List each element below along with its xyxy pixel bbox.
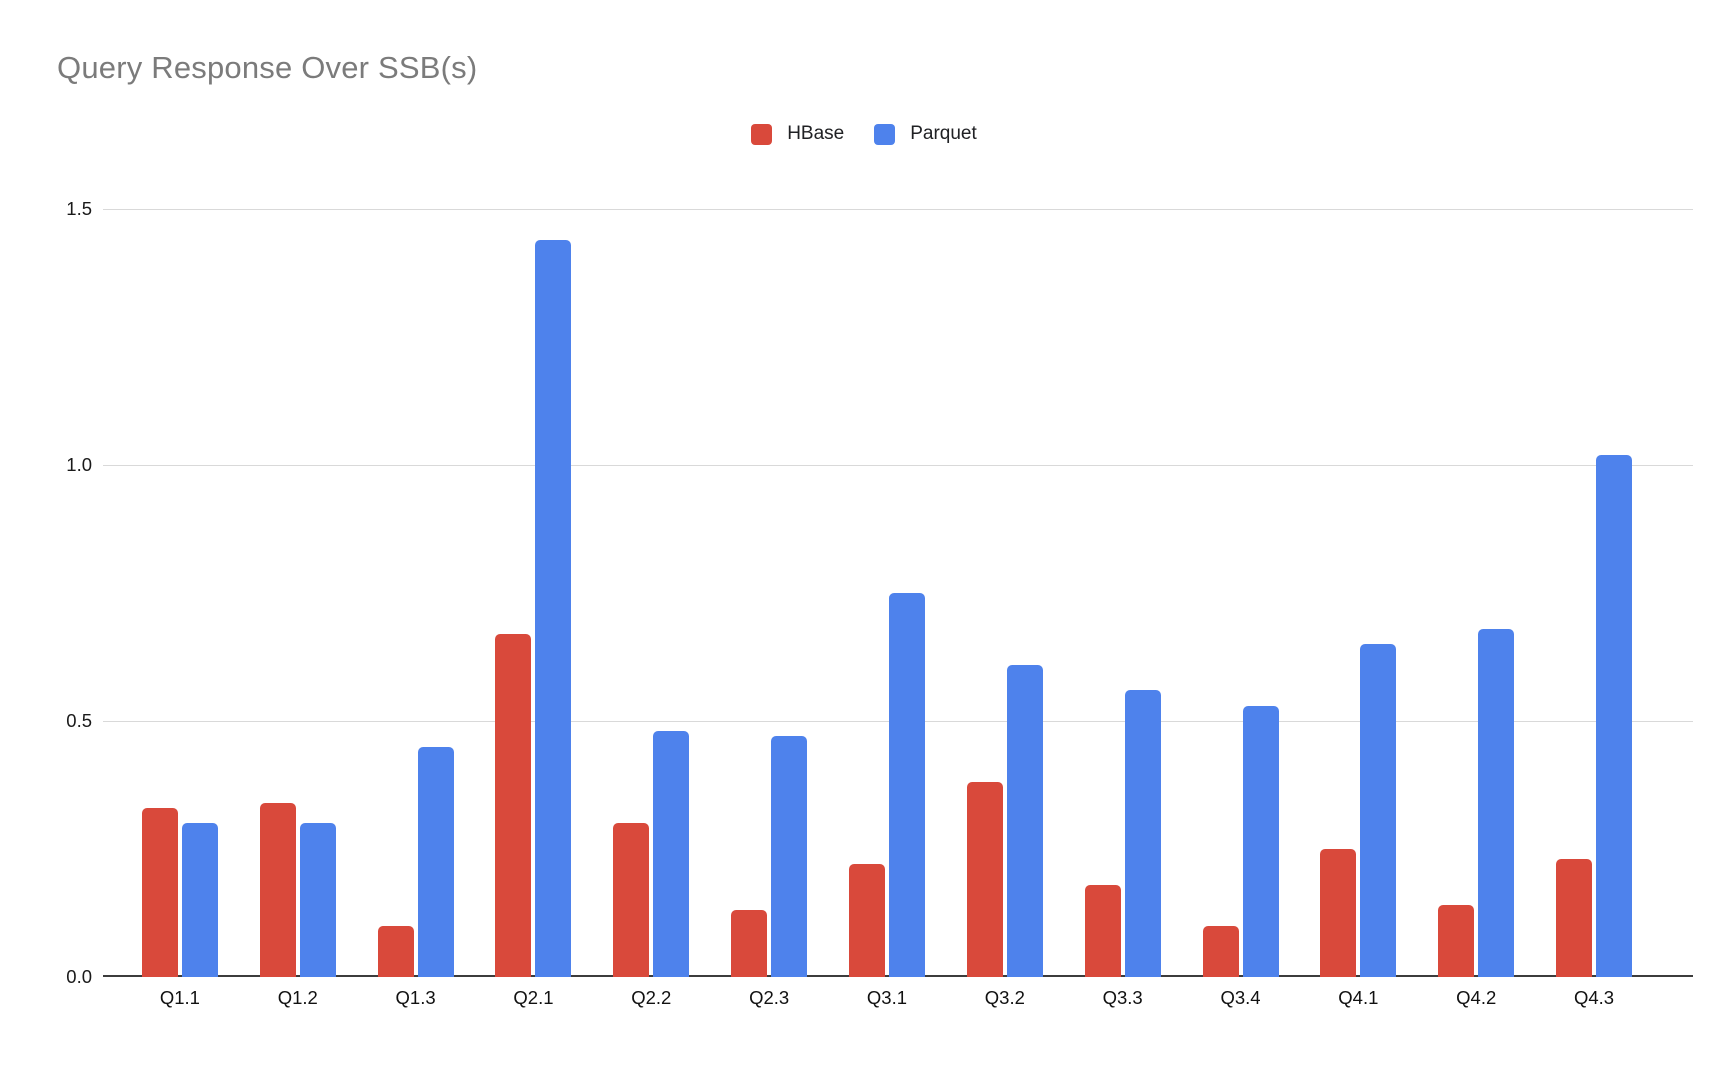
bars-container: Q1.1 Q1.2 Q1.3 Q2.1 Q2.2 Q2.3 Q3.1 Q3.2 Q3.3 Q3.4… <box>103 209 1693 1008</box>
bar-parquet-q3.4 <box>1242 705 1279 977</box>
x-tick-label: Q1.3 <box>395 987 436 1008</box>
bar-parquet-q2.1 <box>535 239 572 977</box>
x-tick-label: Q3.2 <box>984 987 1025 1008</box>
y-tick-label: 0.0 <box>66 966 92 987</box>
bar-parquet-q2.2 <box>653 731 690 977</box>
bar-parquet-q1.3 <box>417 746 454 977</box>
bar-hbase-q2.1 <box>495 633 532 977</box>
bar-hbase-q2.3 <box>731 910 768 977</box>
bar-parquet-q4.2 <box>1478 628 1515 977</box>
plot-area: Q1.1 Q1.2 Q1.3 Q2.1 Q2.2 Q2.3 Q3.1 Q3.2 Q3.3 Q3.4… <box>103 209 1693 1008</box>
bar-group-q2.1: Q2.1 <box>475 209 593 1008</box>
bar-hbase-q4.2 <box>1438 905 1475 977</box>
gridline <box>103 209 1693 210</box>
legend-item-hbase: HBase <box>751 123 844 145</box>
bar-hbase-q3.1 <box>848 864 885 977</box>
bar-hbase-q1.3 <box>377 925 414 977</box>
x-tick-label: Q2.3 <box>749 987 790 1008</box>
legend-item-parquet: Parquet <box>874 123 977 145</box>
y-tick-label: 0.5 <box>66 710 92 731</box>
x-tick-label: Q4.2 <box>1456 987 1497 1008</box>
bar-group-q4.1: Q4.1 <box>1299 209 1417 1008</box>
bar-parquet-q1.2 <box>299 823 336 977</box>
x-tick-label: Q3.3 <box>1102 987 1143 1008</box>
bar-hbase-q4.1 <box>1320 849 1357 977</box>
bar-group-q3.4: Q3.4 <box>1182 209 1300 1008</box>
bar-pair <box>1182 209 1300 977</box>
bar-pair <box>710 209 828 977</box>
bar-group-q1.3: Q1.3 <box>357 209 475 1008</box>
legend: HBase Parquet <box>0 123 1728 145</box>
bar-parquet-q3.1 <box>888 593 925 977</box>
bar-pair <box>1535 209 1653 977</box>
bar-pair <box>1299 209 1417 977</box>
bar-parquet-q3.2 <box>1006 664 1043 977</box>
x-tick-label: Q2.2 <box>631 987 672 1008</box>
x-tick-label: Q4.1 <box>1338 987 1379 1008</box>
legend-label: Parquet <box>910 123 977 144</box>
legend-swatch-parquet <box>874 123 896 145</box>
legend-label: HBase <box>787 123 845 144</box>
bar-pair <box>592 209 710 977</box>
bar-parquet-q3.3 <box>1124 690 1161 977</box>
bar-parquet-q1.1 <box>181 823 218 977</box>
bar-pair <box>1417 209 1535 977</box>
x-tick-label: Q4.3 <box>1573 987 1615 1008</box>
legend-swatch-hbase <box>751 123 773 145</box>
y-tick-label: 1.0 <box>66 454 92 475</box>
bar-hbase-q1.2 <box>259 802 296 977</box>
bar-group-q3.2: Q3.2 <box>946 209 1064 1008</box>
x-tick-label: Q3.1 <box>866 987 908 1008</box>
x-tick-label: Q1.1 <box>159 987 200 1008</box>
bar-group-q3.1: Q3.1 <box>828 209 946 1008</box>
bar-hbase-q3.3 <box>1084 884 1121 977</box>
bar-pair <box>357 209 475 977</box>
x-tick-label: Q1.2 <box>277 987 318 1008</box>
x-tick-label: Q2.1 <box>513 987 554 1008</box>
y-tick-label: 1.5 <box>66 198 92 219</box>
bar-group-q2.3: Q2.3 <box>710 209 828 1008</box>
bar-group-q2.2: Q2.2 <box>592 209 710 1008</box>
bar-parquet-q2.3 <box>771 736 808 977</box>
bar-pair <box>475 209 593 977</box>
bar-hbase-q1.1 <box>141 808 178 977</box>
bar-pair <box>828 209 946 977</box>
bar-parquet-q4.1 <box>1360 644 1397 977</box>
bar-group-q3.3: Q3.3 <box>1064 209 1182 1008</box>
bar-hbase-q3.2 <box>966 782 1003 977</box>
bar-hbase-q4.3 <box>1556 859 1593 977</box>
bar-pair <box>946 209 1064 977</box>
bar-pair <box>121 209 239 977</box>
bar-group-q4.3: Q4.3 <box>1535 209 1653 1008</box>
bar-group-q1.2: Q1.2 <box>239 209 357 1008</box>
bar-parquet-q4.3 <box>1596 454 1633 977</box>
gridline <box>103 465 1693 466</box>
bar-hbase-q2.2 <box>613 823 650 977</box>
bar-pair <box>239 209 357 977</box>
chart-title: Query Response Over SSB(s) <box>57 50 478 85</box>
bar-hbase-q3.4 <box>1202 925 1239 977</box>
bar-group-q1.1: Q1.1 <box>121 209 239 1008</box>
bar-pair <box>1064 209 1182 977</box>
bar-group-q4.2: Q4.2 <box>1417 209 1535 1008</box>
x-tick-label: Q3.4 <box>1220 987 1261 1008</box>
